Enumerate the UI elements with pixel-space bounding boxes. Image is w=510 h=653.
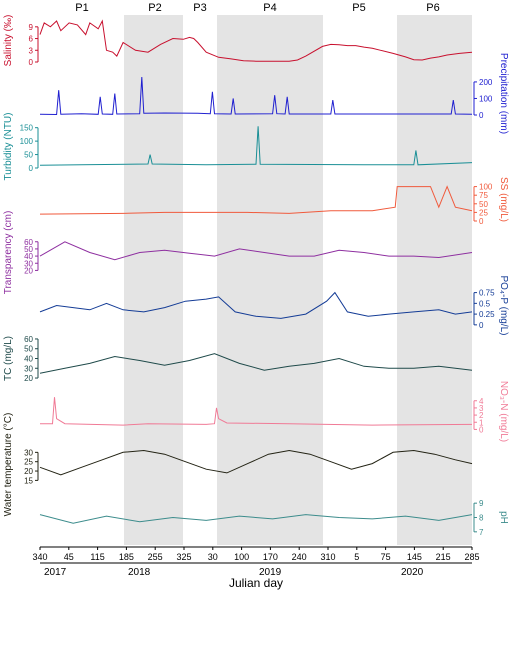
- panel-6-series-line: [39, 353, 473, 374]
- panel-1-y-tick-label: 200: [479, 78, 493, 87]
- panel-0-series-line: [39, 19, 473, 62]
- panel-8-y-tick-label: 25: [24, 458, 33, 467]
- period-shade-p2: [124, 15, 183, 545]
- x-axis-title: Julian day: [229, 576, 283, 590]
- panel-6-y-tick-label: 20: [24, 374, 33, 383]
- panel-3-series-line: [39, 185, 473, 215]
- panel-4-axis-title: Transparency (cm): [3, 211, 14, 295]
- x-tick-label: 255: [148, 552, 163, 562]
- x-tick-label: 100: [234, 552, 249, 562]
- panel-2-y-tick-label: 50: [24, 151, 33, 160]
- panel-5-y-tick-label: 0.75: [479, 289, 495, 298]
- panel-7-y-tick-label: 0: [479, 425, 484, 434]
- panel-7-y-tick-label: 2: [479, 411, 484, 420]
- panel-8-y-tick-label: 15: [24, 476, 33, 485]
- panel-9-y-tick-label: 9: [479, 499, 484, 508]
- panel-6-y-tick-label: 60: [24, 335, 33, 344]
- x-tick-label: 115: [90, 552, 104, 562]
- period-shade-p6: [397, 15, 472, 545]
- panel-0-y-tick-label: 6: [29, 35, 34, 44]
- x-tick-label: 45: [64, 552, 74, 562]
- x-tick-label: 240: [292, 552, 307, 562]
- period-label-p1: P1: [75, 2, 88, 14]
- year-label-2018: 2018: [128, 567, 151, 578]
- period-label-p2: P2: [148, 2, 161, 14]
- panel-6-y-tick-label: 50: [24, 345, 33, 354]
- panel-8-y-tick-label: 20: [24, 467, 33, 476]
- panel-2-y-tick-label: 0: [29, 164, 34, 173]
- panel-2-series-line: [39, 126, 473, 166]
- panel-6-axis-title: TC (mg/L): [3, 336, 14, 381]
- panel-3-y-tick-label: 25: [479, 208, 488, 217]
- x-tick-label: 310: [320, 552, 335, 562]
- panel-7-y-tick-label: 4: [479, 397, 484, 406]
- period-label-p6: P6: [426, 2, 439, 14]
- year-label-2020: 2020: [401, 567, 424, 578]
- panel-7-axis-title: NO₃-N (mg/L): [498, 381, 509, 442]
- x-tick-label: 185: [119, 552, 134, 562]
- panel-3-y-tick-label: 100: [479, 183, 493, 192]
- period-label-p5: P5: [352, 2, 365, 14]
- panel-8-axis-title: Water temperature (°C): [3, 413, 14, 517]
- panel-1-axis-title: Precipitation (mm): [498, 53, 509, 134]
- panel-1-y-tick-label: 100: [479, 94, 493, 103]
- year-label-2019: 2019: [259, 567, 282, 578]
- x-tick-label: 5: [354, 552, 359, 562]
- panel-9-series-line: [39, 514, 473, 524]
- period-shade-p4: [217, 15, 323, 545]
- panel-3-axis-title: SS (mg/L): [498, 177, 509, 222]
- panel-2-y-tick-label: 100: [20, 137, 34, 146]
- panel-3-y-tick-label: 75: [479, 191, 488, 200]
- period-label-p3: P3: [193, 2, 206, 14]
- x-tick-label: 340: [32, 552, 47, 562]
- panel-3-y-tick-label: 50: [479, 200, 488, 209]
- x-tick-label: 30: [208, 552, 218, 562]
- panel-9-axis-title: pH: [498, 511, 509, 524]
- panel-6-y-tick-label: 30: [24, 364, 33, 373]
- x-tick-label: 285: [464, 552, 479, 562]
- panel-9-y-tick-label: 7: [479, 528, 484, 537]
- panel-0-axis-title: Salinity (‰): [3, 15, 14, 67]
- panel-8-series-line: [39, 449, 473, 476]
- panel-4-y-tick-label: 50: [24, 245, 33, 254]
- panel-4-y-tick-label: 30: [24, 259, 33, 268]
- panel-4-y-tick-label: 60: [24, 238, 33, 247]
- x-tick-label: 215: [436, 552, 451, 562]
- panel-0-y-tick-label: 3: [29, 46, 34, 55]
- panel-2-y-tick-label: 150: [20, 124, 34, 133]
- x-tick-label: 145: [407, 552, 422, 562]
- panel-4-y-tick-label: 40: [24, 252, 33, 261]
- panel-7-y-tick-label: 3: [479, 404, 484, 413]
- period-label-p4: P4: [263, 2, 276, 14]
- panel-1-y-tick-label: 0: [479, 111, 484, 120]
- panel-1-series-line: [39, 76, 473, 116]
- panel-5-y-tick-label: 0.25: [479, 310, 495, 319]
- x-tick-label: 75: [381, 552, 391, 562]
- panel-5-y-tick-label: 0: [479, 321, 484, 330]
- panel-0-y-tick-label: 9: [29, 23, 34, 32]
- x-tick-label: 170: [263, 552, 278, 562]
- panel-5-series-line: [39, 291, 473, 319]
- panel-8-y-tick-label: 30: [24, 448, 33, 457]
- panel-6-y-tick-label: 40: [24, 355, 33, 364]
- x-tick-label: 325: [176, 552, 191, 562]
- panel-5-axis-title: PO₄-P (mg/L): [498, 275, 509, 335]
- panel-4-y-tick-label: 20: [24, 266, 33, 275]
- panel-0-y-tick-label: 0: [29, 58, 34, 67]
- year-label-2017: 2017: [44, 567, 67, 578]
- panel-9-y-tick-label: 8: [479, 514, 484, 523]
- panel-5-y-tick-label: 0.5: [479, 299, 491, 308]
- panel-7-series-line: [40, 397, 473, 426]
- panel-4-series-line: [39, 241, 473, 261]
- panel-2-axis-title: Turbidity (NTU): [3, 113, 14, 181]
- panel-3-y-tick-label: 0: [479, 217, 484, 226]
- panel-7-y-tick-label: 1: [479, 418, 484, 427]
